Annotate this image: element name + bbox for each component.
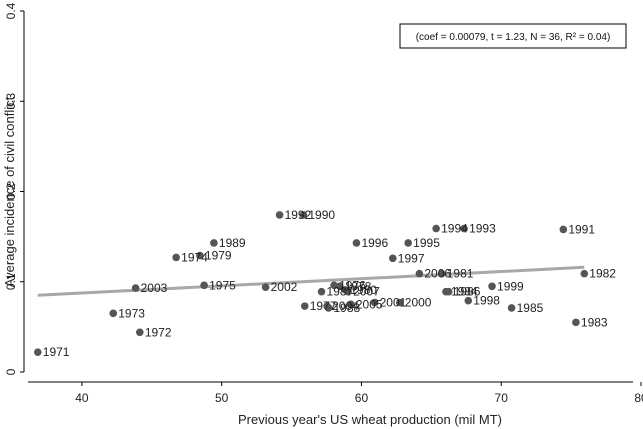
- data-point-label: 1971: [43, 345, 70, 359]
- data-point-label: 1980: [350, 283, 377, 297]
- data-point-label: 1981: [447, 267, 474, 281]
- data-point-label: 1990: [308, 208, 335, 222]
- data-point-label: 1989: [219, 236, 246, 250]
- data-point-label: 2000: [405, 296, 432, 310]
- data-point-label: 1995: [413, 236, 440, 250]
- data-point-label: 1991: [568, 222, 595, 236]
- x-axis-ticks: 40 50 60 70 80: [75, 382, 643, 405]
- data-point-label: 1987: [327, 285, 354, 299]
- data-point: [507, 304, 516, 312]
- data-point: [572, 318, 580, 327]
- y-tick-label: 0.4: [4, 2, 18, 19]
- data-point: [196, 251, 204, 260]
- x-axis-title: Previous year's US wheat production (mil…: [238, 412, 502, 427]
- x-tick-label: 60: [355, 391, 369, 405]
- data-point: [580, 269, 589, 278]
- y-tick-label: 0: [4, 368, 18, 375]
- data-point: [415, 269, 424, 278]
- data-point: [347, 300, 355, 309]
- data-point-label: 1993: [469, 222, 496, 236]
- data-point: [136, 328, 144, 337]
- data-point-label: 1975: [209, 278, 236, 292]
- data-point-label: 2001: [380, 296, 407, 310]
- data-point-label: 1985: [517, 301, 544, 315]
- data-point: [444, 287, 453, 296]
- data-point: [352, 239, 361, 247]
- data-point: [299, 211, 308, 219]
- data-point-label: 2007: [353, 285, 380, 299]
- data-point: [131, 284, 140, 292]
- y-tick-label: 0.2: [4, 183, 18, 200]
- data-point: [404, 239, 412, 247]
- x-tick-label: 40: [75, 391, 89, 405]
- data-point: [344, 287, 352, 296]
- data-point-label: 1997: [398, 251, 425, 265]
- data-point-label: 1994: [441, 222, 468, 236]
- data-point: [437, 269, 446, 278]
- data-point: [317, 287, 326, 296]
- data-point-label: 1982: [589, 267, 616, 281]
- data-point-label: 1972: [145, 325, 172, 339]
- data-point-label: 1978: [345, 279, 372, 293]
- data-point-label: 1992: [285, 208, 312, 222]
- stats-annotation-text: (coef = 0.00079, t = 1.23, N = 36, R² = …: [416, 32, 611, 43]
- data-point: [464, 296, 473, 305]
- stats-annotation: (coef = 0.00079, t = 1.23, N = 36, R² = …: [399, 23, 627, 49]
- data-point-label: 1996: [361, 236, 388, 250]
- data-point: [300, 302, 309, 310]
- x-tick-label: 80: [634, 391, 643, 405]
- data-point: [389, 254, 397, 263]
- data-point: [335, 282, 344, 291]
- data-point: [330, 281, 338, 290]
- data-point: [324, 304, 333, 312]
- axes: 40 50 60 70 80 0 0.1 0.2 0.3 0.4: [4, 2, 643, 405]
- data-point: [395, 298, 404, 307]
- data-point: [559, 225, 568, 234]
- x-tick-label: 70: [495, 391, 509, 405]
- data-point-label: 1977: [310, 299, 337, 313]
- data-point-label: 1986: [454, 285, 481, 299]
- data-point: [261, 283, 270, 291]
- data-point-label: 2002: [271, 280, 298, 294]
- y-tick-label: 0.1: [4, 273, 18, 290]
- data-point-label: 1998: [473, 294, 500, 308]
- data-point-label: 2003: [141, 281, 168, 295]
- data-point-label: 2006: [424, 267, 451, 281]
- data-point-label: 1988: [334, 301, 361, 315]
- data-point: [370, 298, 379, 307]
- data-point: [432, 224, 440, 233]
- data-point-label: 1983: [581, 315, 608, 329]
- data-point-label: 1979: [205, 249, 232, 263]
- data-point-label: 2004: [332, 299, 359, 313]
- data-point: [488, 282, 496, 291]
- x-tick-label: 50: [215, 391, 229, 405]
- data-point: [172, 253, 180, 262]
- data-points: [33, 211, 589, 356]
- data-point-label: 1974: [181, 250, 208, 264]
- data-point-label: 1984: [451, 285, 478, 299]
- fit-line: [37, 265, 585, 297]
- data-point: [200, 281, 208, 290]
- data-point-label: 1973: [118, 306, 145, 320]
- y-tick-label: 0.3: [4, 93, 18, 110]
- data-point-label: 2005: [356, 297, 383, 311]
- y-axis-title: Average incidence of civil conflict: [2, 96, 17, 287]
- data-point: [275, 211, 284, 219]
- data-point-label: 1999: [497, 279, 524, 293]
- data-point: [109, 309, 118, 318]
- data-point: [33, 348, 42, 356]
- data-point: [210, 239, 218, 247]
- data-point: [460, 224, 468, 233]
- y-axis-ticks: 0 0.1 0.2 0.3 0.4: [4, 2, 24, 375]
- data-point-label: 1976: [339, 278, 366, 292]
